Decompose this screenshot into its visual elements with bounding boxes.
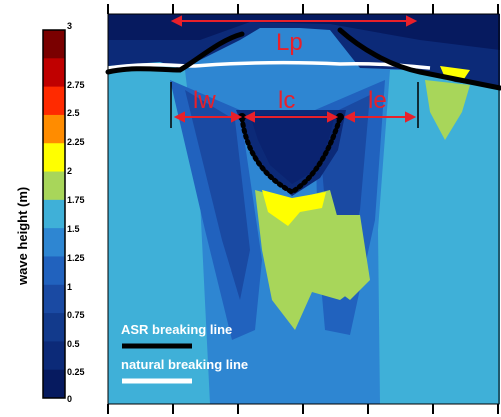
- colorbar-axis-label: wave height (m): [15, 187, 30, 286]
- plot-frame: [107, 13, 500, 405]
- colorbar-swatch: [43, 171, 65, 201]
- colorbar-swatch: [43, 114, 65, 144]
- colorbar-swatch: [43, 30, 65, 59]
- colorbar-swatch: [43, 284, 65, 314]
- annotation-le: le: [368, 87, 387, 114]
- reef-point-east: [336, 113, 344, 121]
- colorbar-tick: 1: [67, 282, 72, 292]
- colorbar-tick: 1.75: [67, 195, 85, 205]
- colorbar-tick: 3: [67, 21, 72, 31]
- colorbar-tick: 2.5: [67, 108, 80, 118]
- annotation-lc: lc: [278, 87, 295, 114]
- natural-breaking-line: [107, 60, 431, 70]
- colorbar-tick: 1.5: [67, 224, 80, 234]
- asr-breaking-line-west: [105, 31, 245, 75]
- colorbar: [42, 29, 66, 399]
- legend-asr-label: ASR breaking line: [121, 322, 232, 337]
- annotation-lw: lw: [193, 87, 216, 114]
- colorbar-tick: 2.75: [67, 80, 85, 90]
- legend: ASR breaking line natural breaking line: [121, 322, 248, 384]
- colorbar-swatch: [43, 313, 65, 342]
- colorbar-tick: 0.25: [67, 367, 85, 377]
- colorbar-swatch: [43, 228, 65, 257]
- colorbar-swatch: [43, 199, 65, 229]
- colorbar-tick: 2: [67, 166, 72, 176]
- colorbar-tick: 0: [67, 394, 72, 404]
- field-green-east: [318, 215, 370, 300]
- colorbar-swatch: [43, 86, 65, 116]
- dimension-end-marks: [170, 82, 419, 128]
- annotation-lp: Lp: [276, 29, 303, 56]
- colorbar-tick: 2.25: [67, 137, 85, 147]
- colorbar-swatch: [43, 58, 65, 88]
- colorbar-swatch: [43, 256, 65, 286]
- colorbar-tick: 0.75: [67, 310, 85, 320]
- asr-breaking-line-reef: [239, 115, 343, 195]
- wave-height-field: [108, 14, 500, 404]
- dimension-markers: [170, 15, 418, 123]
- colorbar-tick: 0.5: [67, 339, 80, 349]
- field-lee-shadow-core: [250, 115, 335, 184]
- field-light-blue-west: [108, 70, 210, 404]
- colorbar-frame: [42, 29, 66, 399]
- colorbar-swatch: [43, 143, 65, 173]
- colorbar-swatch: [43, 341, 65, 371]
- legend-natural-label: natural breaking line: [121, 357, 248, 372]
- colorbar-tick: 1.25: [67, 253, 85, 263]
- field-shadow-west-core: [185, 90, 250, 300]
- colorbar-ticks: 3 2.75 2.5 2.25 2 1.75 1.5 1.25 1 0.75 0…: [67, 21, 85, 404]
- field-deepest-band: [108, 14, 500, 50]
- field-light-blue-east: [378, 70, 500, 404]
- field-yellow-peak: [262, 190, 326, 226]
- plot-axis-ticks: [107, 4, 499, 414]
- colorbar-swatch: [43, 369, 65, 399]
- asr-breaking-line-east: [337, 27, 501, 91]
- field-green-northeast: [425, 80, 470, 140]
